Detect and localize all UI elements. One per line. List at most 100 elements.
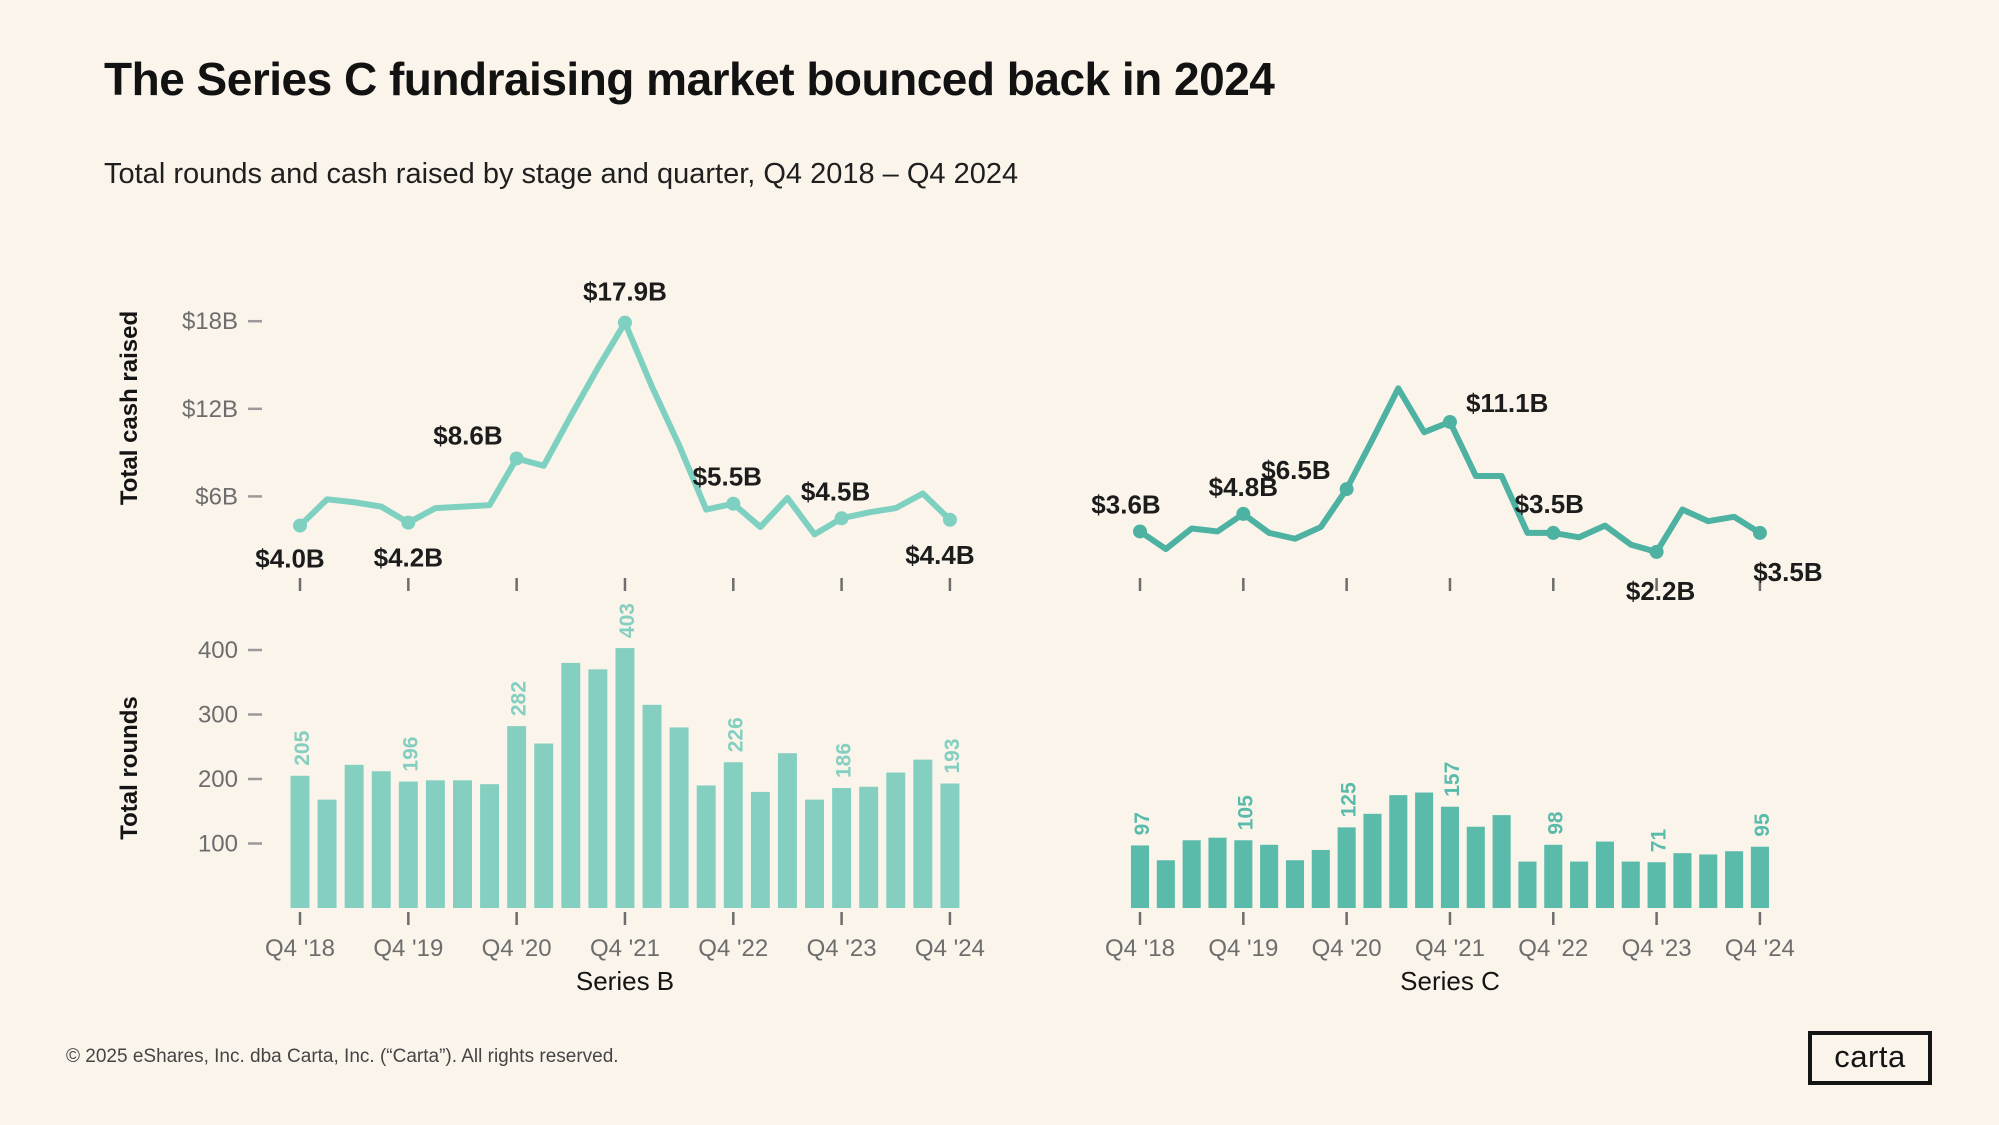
y-tick-label: 200: [198, 766, 238, 793]
x-tick-label: Q4 '20: [482, 935, 552, 962]
bar: [1699, 854, 1718, 908]
x-tick-label: Q4 '21: [590, 935, 660, 962]
bar: [1518, 861, 1537, 908]
bar: [1260, 844, 1279, 908]
bar: [1544, 844, 1563, 908]
bar-value-label: 282: [508, 681, 531, 716]
point-value-label: $17.9B: [583, 277, 667, 307]
bar: [561, 662, 581, 908]
bar: [534, 743, 554, 908]
x-tick-label: Q4 '23: [1622, 935, 1692, 962]
x-tick-label: Q4 '22: [1518, 935, 1588, 962]
bar: [750, 791, 770, 908]
point-value-label: $4.0B: [255, 544, 324, 574]
bar: [317, 799, 337, 908]
x-tick-label: Q4 '20: [1312, 935, 1382, 962]
data-point-marker: [1236, 506, 1251, 521]
bar-value-label: 95: [1751, 813, 1774, 837]
carta-logo-text: carta: [1834, 1039, 1906, 1074]
bar: [398, 781, 418, 908]
bar-value-label: 71: [1648, 829, 1671, 853]
bar-value-label: 157: [1441, 762, 1464, 797]
data-point-marker: [1339, 482, 1354, 497]
data-point-marker: [401, 515, 416, 530]
x-tick-label: Q4 '21: [1415, 935, 1485, 962]
x-tick-label: Q4 '19: [1208, 935, 1278, 962]
carta-logo: carta: [1808, 1031, 1932, 1085]
series-b-rounds-chart: 400 300 200 100 205 196 282 403 226 186 193 Q4 '18 Q…: [198, 603, 985, 962]
bar: [1182, 840, 1201, 908]
series-b-cash-chart: $18B $12B $6B $4.0B $4.2B $8.6B $17.9B $5.5B $4.…: [182, 277, 975, 591]
point-value-label: $11.1B: [1466, 388, 1548, 418]
page-subtitle: Total rounds and cash raised by stage an…: [104, 158, 1019, 190]
y-tick-label: 400: [198, 637, 238, 664]
y-tick-label: $18B: [182, 308, 238, 335]
bar: [453, 780, 472, 908]
y-tick-label: 300: [198, 702, 238, 729]
bar: [1750, 846, 1769, 908]
x-tick-label: Q4 '22: [698, 935, 768, 962]
bar-value-label: 193: [941, 738, 964, 773]
data-point-marker: [1649, 544, 1664, 559]
bar: [1363, 813, 1382, 908]
bar-value-label: 186: [833, 743, 856, 778]
bar: [425, 780, 445, 908]
point-value-label: $4.4B: [905, 540, 974, 570]
data-point-marker: [1752, 525, 1767, 540]
data-point-marker: [509, 451, 524, 466]
bar: [290, 775, 310, 908]
x-tick-label: Q4 '23: [807, 935, 877, 962]
bar-value-label: 105: [1234, 795, 1257, 830]
bar: [1621, 861, 1640, 908]
page-title: The Series C fundraising market bounced …: [104, 53, 1275, 105]
bar: [859, 786, 879, 908]
bar: [1595, 841, 1614, 908]
bar: [1208, 837, 1227, 908]
point-value-label: $3.6B: [1091, 489, 1160, 519]
bar: [1725, 851, 1744, 908]
series-c-cash-line: [1137, 385, 1763, 555]
bar: [1156, 860, 1175, 908]
point-value-label: $8.6B: [433, 420, 502, 450]
bar: [1570, 861, 1589, 908]
bar: [940, 783, 960, 908]
bar: [1415, 792, 1434, 908]
bar: [913, 759, 933, 908]
data-point-marker: [834, 511, 849, 526]
bar: [1130, 845, 1150, 908]
bar: [1492, 815, 1511, 908]
x-tick-label: Q4 '24: [915, 935, 985, 962]
bar: [805, 799, 824, 908]
data-point-marker: [293, 518, 307, 533]
bar: [1673, 853, 1692, 908]
bar: [1234, 840, 1253, 908]
bar: [1440, 806, 1460, 908]
bar: [1337, 827, 1356, 908]
bar: [615, 648, 635, 908]
series-c-rounds-chart: 97 105 125 157 98 71 95 Q4 '18 Q4 '19 Q4 '20 Q4 '2…: [1105, 762, 1795, 962]
bar: [371, 771, 391, 908]
bar: [723, 762, 743, 908]
bar: [480, 784, 500, 908]
bar: [1389, 795, 1408, 908]
bar-value-label: 196: [399, 737, 422, 772]
y-tick-label: $6B: [195, 483, 238, 510]
bar: [1466, 826, 1485, 908]
data-point-marker: [1442, 414, 1457, 429]
bar: [1647, 862, 1666, 908]
point-value-label: $4.5B: [801, 476, 870, 506]
bar: [832, 788, 852, 908]
data-point-marker: [617, 315, 632, 330]
bar: [886, 772, 906, 908]
series-c-cash-chart: $3.6B $4.8B$6.5B $11.1B $3.5B $2.2B $3.5B: [1091, 385, 1823, 606]
point-value-label: $5.5B: [693, 462, 762, 492]
point-value-label: $3.5B: [1515, 489, 1584, 519]
bar-value-label: 97: [1131, 812, 1154, 835]
point-value-label: $4.8B: [1209, 472, 1278, 502]
point-value-label: $2.2B: [1626, 576, 1695, 606]
y-tick-label: $12B: [182, 396, 238, 423]
bar-value-label: 205: [291, 730, 314, 765]
bar-value-label: 125: [1338, 782, 1361, 817]
